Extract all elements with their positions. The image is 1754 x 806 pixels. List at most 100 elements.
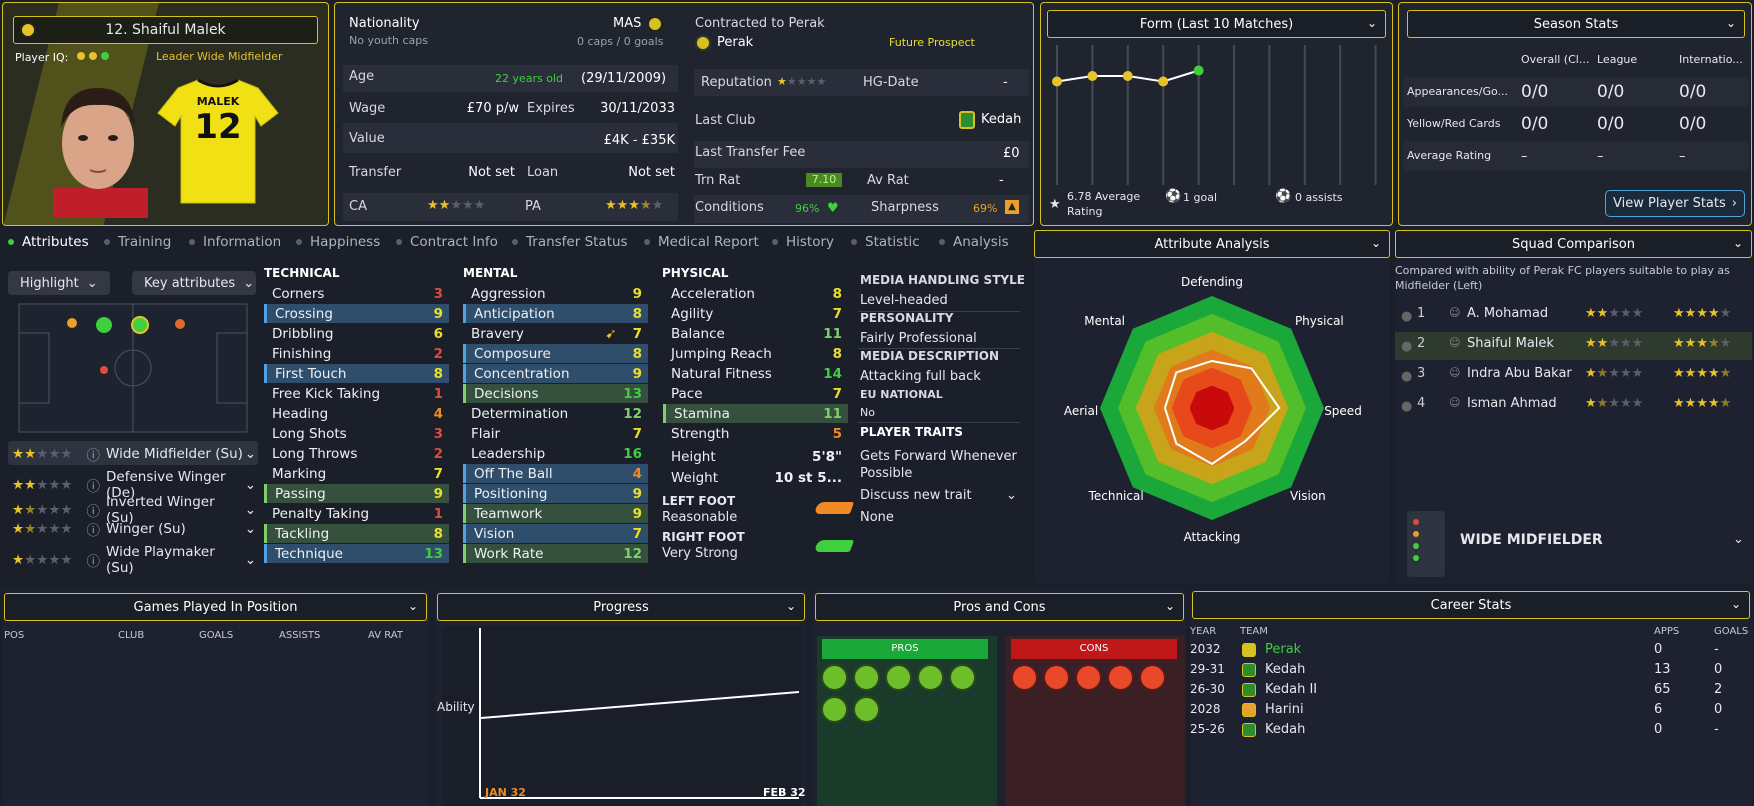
attribute-row[interactable]: Technique 13 <box>264 544 449 563</box>
attribute-row[interactable]: Free Kick Taking 1 <box>264 384 449 403</box>
role-row[interactable]: ★ ★★★★ ⓘ Wide Playmaker (Su) ⌄ <box>12 544 256 576</box>
role-row-selected[interactable] <box>8 441 258 465</box>
attribute-row[interactable]: Composure 8 <box>463 344 648 363</box>
attribute-row[interactable]: Work Rate 12 <box>463 544 648 563</box>
chevron-down-icon[interactable]: ⌄ <box>244 521 256 537</box>
attribute-row[interactable]: Vision 7 <box>463 524 648 543</box>
view-stats-label: View Player Stats <box>1613 196 1726 211</box>
attribute-row[interactable]: Heading 4 <box>264 404 449 423</box>
attribute-value: 7 <box>832 385 842 402</box>
attribute-row[interactable]: Agility 7 <box>663 304 848 323</box>
trait-item[interactable]: Gets Forward Whenever Possible <box>860 449 1017 481</box>
chevron-down-icon[interactable]: ⌄ <box>244 477 256 493</box>
discuss-trait-dropdown[interactable]: Discuss new trait <box>860 488 972 503</box>
attribute-row[interactable]: Strength 5 <box>663 424 848 443</box>
loan-value[interactable]: Not set <box>628 165 675 180</box>
attribute-row[interactable]: Long Throws 2 <box>264 444 449 463</box>
chevron-down-icon[interactable]: ⌄ <box>244 446 256 462</box>
tab-happiness[interactable]: Happiness <box>296 234 380 250</box>
role-row[interactable]: ★ ★ ★★★ ⓘ Inverted Winger (Su) ⌄ <box>12 494 256 526</box>
tab-transfer-status[interactable]: Transfer Status <box>512 234 628 250</box>
tab-training[interactable]: Training <box>104 234 171 250</box>
attribute-row[interactable]: Passing 9 <box>264 484 449 503</box>
form-point[interactable] <box>1052 76 1062 87</box>
key-attributes-dropdown[interactable]: Key attributes ⌄ <box>132 271 256 295</box>
chevron-down-icon: ⌄ <box>1370 236 1381 250</box>
attribute-row[interactable]: Leadership 16 <box>463 444 648 463</box>
career-team[interactable]: Kedah <box>1265 722 1306 737</box>
form-point[interactable] <box>1087 71 1098 81</box>
attribute-row[interactable]: Crossing 9 <box>264 304 449 323</box>
attribute-row[interactable]: Penalty Taking 1 <box>264 504 449 523</box>
attribute-row[interactable]: Jumping Reach 8 <box>663 344 848 363</box>
career-team[interactable]: Harini <box>1265 702 1304 717</box>
chevron-down-icon[interactable]: ⌄ <box>244 552 256 568</box>
iq-dots <box>77 52 109 60</box>
attribute-row[interactable]: Acceleration 8 <box>663 284 848 303</box>
attribute-row[interactable]: Flair 7 <box>463 424 648 443</box>
attribute-row[interactable]: First Touch 8 <box>264 364 449 383</box>
nationality-value[interactable]: MAS <box>613 16 642 31</box>
attribute-row[interactable]: Finishing 2 <box>264 344 449 363</box>
career-team[interactable]: Kedah II <box>1265 682 1318 697</box>
career-team[interactable]: Perak <box>1265 642 1302 657</box>
attribute-row[interactable]: Balance 11 <box>663 324 848 343</box>
form-dropdown[interactable]: Form (Last 10 Matches) ⌄ <box>1047 10 1386 38</box>
player-name-box[interactable]: 12. Shaiful Malek <box>13 16 318 44</box>
squad-row[interactable] <box>1395 332 1752 360</box>
attribute-row[interactable]: Marking 7 <box>264 464 449 483</box>
tab-history[interactable]: History <box>772 234 834 250</box>
squad-player-name[interactable]: Indra Abu Bakar <box>1467 366 1572 381</box>
attribute-row[interactable]: Concentration 9 <box>463 364 648 383</box>
attribute-row[interactable]: Corners 3 <box>264 284 449 303</box>
attribute-row[interactable]: Stamina 11 <box>663 404 848 423</box>
career-team[interactable]: Kedah <box>1265 662 1306 677</box>
tab-statistic[interactable]: Statistic <box>851 234 920 250</box>
progress-dropdown[interactable]: Progress ⌄ <box>437 593 805 621</box>
attribute-row[interactable]: Off The Ball 4 <box>463 464 648 483</box>
attribute-row[interactable]: Natural Fitness 14 <box>663 364 848 383</box>
attribute-row[interactable]: Positioning 9 <box>463 484 648 503</box>
squad-player-name[interactable]: A. Mohamad <box>1467 306 1549 321</box>
attribute-row[interactable]: Dribbling 6 <box>264 324 449 343</box>
chevron-down-icon[interactable]: ⌄ <box>1006 488 1017 503</box>
form-point[interactable] <box>1158 76 1169 87</box>
view-player-stats-button[interactable]: View Player Stats › <box>1605 190 1745 217</box>
attribute-row[interactable]: Bravery ➹ 7 <box>463 324 648 343</box>
squad-player-name[interactable]: Isman Ahmad <box>1467 396 1557 411</box>
loan-label: Loan <box>527 165 559 180</box>
chevron-down-icon[interactable]: ⌄ <box>1733 532 1744 547</box>
tab-contract-info[interactable]: Contract Info <box>396 234 498 250</box>
career-stats-dropdown[interactable]: Career Stats ⌄ <box>1192 591 1750 619</box>
role-row[interactable]: ★★ ★★★ ⓘ Defensive Winger (De) ⌄ <box>12 469 256 501</box>
wage-value[interactable]: £70 p/w <box>466 101 519 116</box>
attribute-row[interactable]: Anticipation 8 <box>463 304 648 323</box>
row-dot-icon: ● <box>1401 369 1413 384</box>
attribute-row[interactable]: Long Shots 3 <box>264 424 449 443</box>
attribute-row[interactable]: Decisions 13 <box>463 384 648 403</box>
form-point[interactable] <box>1122 71 1133 81</box>
contract-club[interactable]: Perak <box>717 35 754 50</box>
role-row[interactable]: ★★ ★★★ ⓘ Wide Midfielder (Su) ⌄ <box>12 446 256 464</box>
role-row[interactable]: ★ ★ ★★★ ⓘ Winger (Su) ⌄ <box>12 521 256 539</box>
attribute-row[interactable]: Aggression 9 <box>463 284 648 303</box>
form-point[interactable] <box>1193 65 1204 76</box>
tab-information[interactable]: Information <box>189 234 281 250</box>
attribute-row[interactable]: Teamwork 9 <box>463 504 648 523</box>
games-played-dropdown[interactable]: Games Played In Position ⌄ <box>4 593 427 621</box>
chevron-down-icon[interactable]: ⌄ <box>244 502 256 518</box>
season-stats-dropdown[interactable]: Season Stats ⌄ <box>1407 10 1745 38</box>
tab-attributes[interactable]: Attributes <box>8 234 89 250</box>
squad-comparison-dropdown[interactable]: Squad Comparison ⌄ <box>1395 230 1752 258</box>
squad-player-name[interactable]: Shaiful Malek <box>1467 336 1554 351</box>
attribute-row[interactable]: Tackling 8 <box>264 524 449 543</box>
attribute-row[interactable]: Determination 12 <box>463 404 648 423</box>
transfer-value[interactable]: Not set <box>468 165 515 180</box>
last-club-value[interactable]: Kedah <box>981 112 1022 127</box>
attribute-analysis-dropdown[interactable]: Attribute Analysis ⌄ <box>1034 230 1390 258</box>
tab-analysis[interactable]: Analysis <box>939 234 1009 250</box>
tab-medical-report[interactable]: Medical Report <box>644 234 759 250</box>
attribute-row[interactable]: Pace 7 <box>663 384 848 403</box>
pros-cons-dropdown[interactable]: Pros and Cons ⌄ <box>815 593 1184 621</box>
highlight-dropdown[interactable]: Highlight ⌄ <box>8 271 110 295</box>
